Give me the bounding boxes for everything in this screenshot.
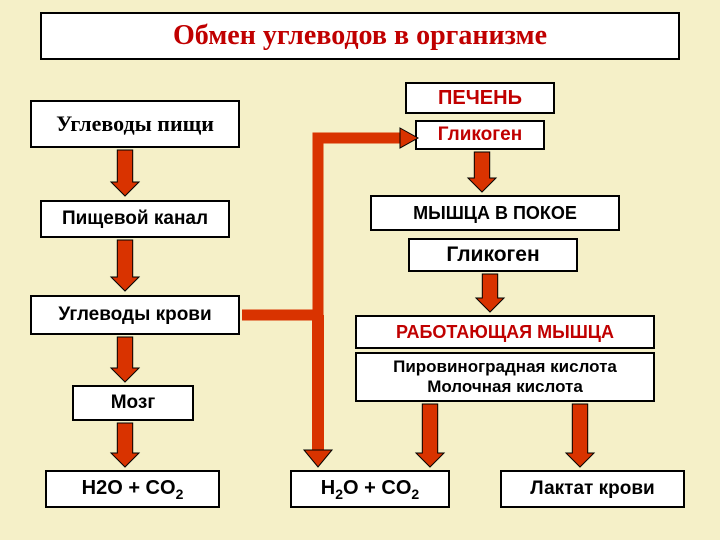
down-arrow <box>111 423 139 467</box>
down-arrow <box>111 240 139 291</box>
arrows-layer <box>0 0 720 540</box>
down-arrow <box>416 404 444 467</box>
down-arrow <box>566 404 594 467</box>
down-arrow <box>111 337 139 382</box>
down-arrow <box>468 152 496 192</box>
down-arrow <box>111 150 139 196</box>
elbow-arrow <box>242 128 418 467</box>
down-arrow <box>476 274 504 312</box>
